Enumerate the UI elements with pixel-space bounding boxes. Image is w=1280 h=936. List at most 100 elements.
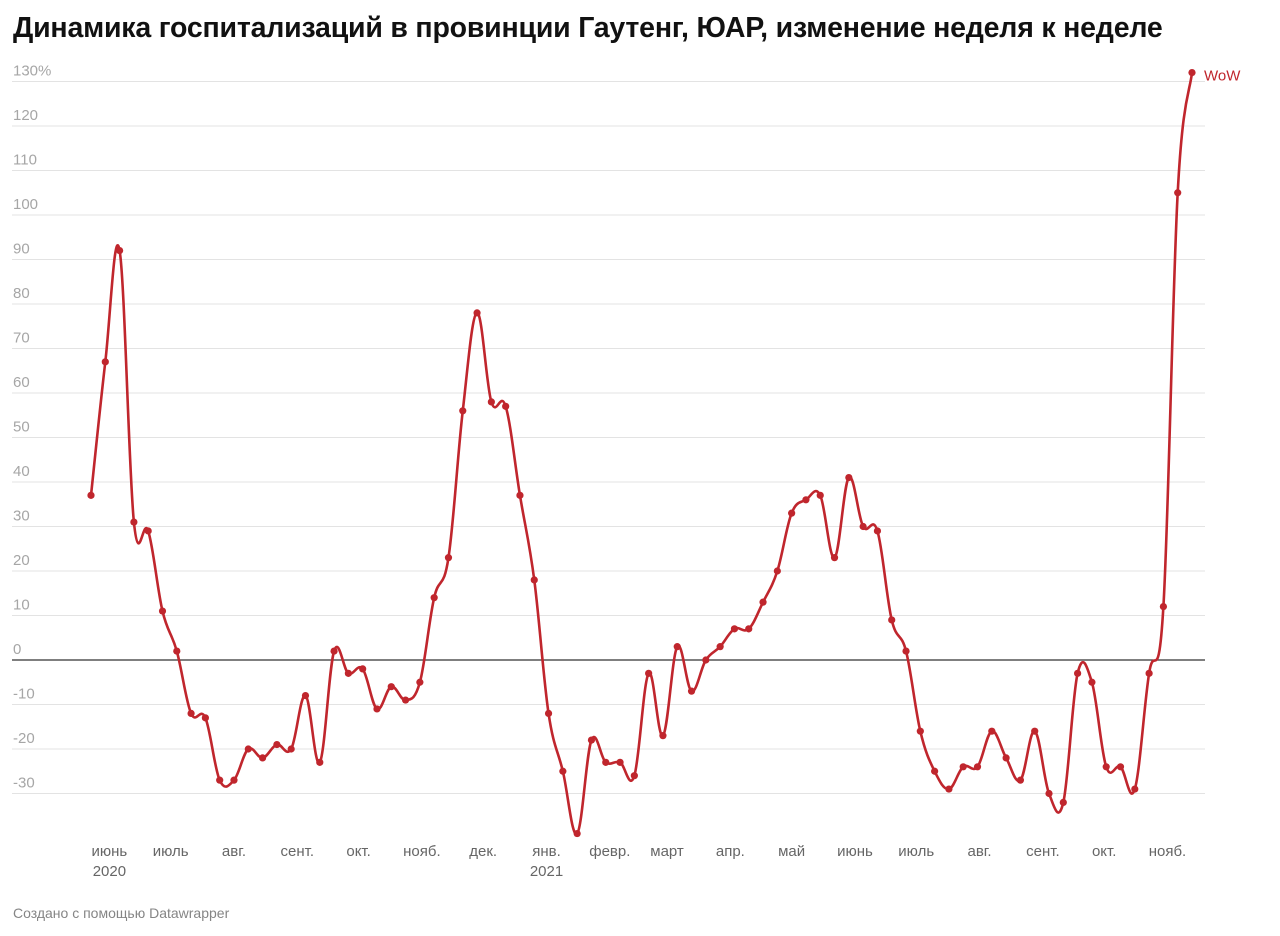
data-point: [616, 758, 624, 766]
grid-lines: [12, 81, 1205, 794]
data-point: [1159, 603, 1168, 611]
data-point: [516, 491, 524, 499]
data-point: [645, 669, 653, 677]
data-point: [602, 758, 610, 766]
data-point: [287, 745, 295, 753]
data-point: [773, 567, 781, 575]
series-label-wow: WoW: [1204, 68, 1241, 85]
chart-title: Динамика госпитализаций в провинции Гаут…: [13, 12, 1163, 44]
data-point: [931, 767, 939, 775]
data-point: [802, 496, 810, 504]
data-point: [216, 776, 224, 784]
x-tick-label: май: [778, 843, 805, 860]
y-tick-label: 40: [13, 463, 30, 480]
y-tick-label: 0: [13, 641, 21, 658]
data-point: [759, 598, 767, 606]
data-point: [502, 402, 510, 410]
data-points: [87, 69, 1196, 838]
data-point: [230, 776, 238, 784]
data-point: [788, 509, 796, 517]
x-tick-label: окт.: [1092, 843, 1116, 860]
data-point: [301, 692, 310, 700]
x-tick-label: нояб.: [403, 843, 441, 860]
data-point: [487, 398, 495, 406]
data-point: [1188, 69, 1196, 77]
data-point: [258, 754, 267, 762]
data-point: [316, 758, 324, 766]
y-tick-label: 130%: [13, 63, 51, 80]
x-tick-label: июнь: [837, 843, 873, 860]
data-point: [416, 678, 424, 686]
y-tick-label: -10: [13, 686, 35, 703]
data-point: [730, 625, 739, 633]
data-point: [101, 358, 109, 366]
x-axis-tick-labels: июнь 2020 июль авг. сент. окт. нояб. дек. янв. 20…: [92, 843, 1187, 880]
data-point: [1131, 785, 1139, 793]
x-tick-label: авг.: [967, 843, 991, 860]
data-point: [687, 687, 696, 695]
data-point: [1002, 754, 1010, 762]
x-tick-label: авг.: [222, 843, 246, 860]
x-tick-year-label: 2020: [93, 863, 126, 880]
x-tick-label: февр.: [589, 843, 630, 860]
y-tick-label: 70: [13, 330, 30, 347]
y-axis-tick-labels: 130%1201101009080706050403020100-10-20-3…: [13, 63, 51, 792]
x-tick-year-label: 2021: [530, 863, 563, 880]
data-point: [1088, 678, 1096, 686]
data-point: [187, 709, 195, 718]
data-point: [916, 727, 924, 735]
x-tick-label: март: [650, 843, 684, 860]
data-point: [873, 527, 882, 535]
data-point: [659, 732, 667, 740]
data-point: [988, 727, 996, 735]
data-point: [1045, 789, 1053, 798]
y-tick-label: 90: [13, 241, 30, 258]
data-point: [444, 554, 453, 562]
y-tick-label: 100: [13, 196, 38, 213]
y-tick-label: 10: [13, 597, 30, 614]
y-tick-label: -30: [13, 775, 35, 792]
data-point: [816, 491, 824, 499]
data-point: [902, 647, 910, 655]
data-point: [144, 527, 152, 535]
data-point: [587, 736, 596, 744]
data-point: [201, 714, 209, 722]
y-tick-label: 20: [13, 552, 30, 569]
data-point: [702, 656, 710, 664]
data-point: [830, 554, 839, 562]
x-tick-label: апр.: [716, 843, 745, 860]
x-tick-label: янв.: [532, 843, 561, 860]
data-point: [1174, 189, 1182, 197]
x-tick-label: сент.: [1026, 843, 1060, 860]
data-point: [745, 625, 753, 633]
data-point: [359, 665, 367, 673]
y-tick-label: 120: [13, 107, 38, 124]
data-point: [530, 576, 538, 584]
data-point: [1031, 727, 1039, 735]
data-point: [115, 247, 124, 255]
data-point: [130, 518, 138, 526]
data-point: [273, 740, 281, 749]
x-tick-label: окт.: [346, 843, 370, 860]
y-tick-label: 60: [13, 374, 30, 391]
data-point: [973, 763, 982, 771]
data-point: [387, 683, 395, 691]
data-point: [544, 709, 553, 718]
data-point: [473, 309, 481, 317]
y-tick-label: 110: [13, 152, 37, 169]
series-line-wow: [89, 71, 1194, 835]
data-point: [1074, 669, 1082, 677]
x-tick-label: июль: [153, 843, 189, 860]
data-point: [959, 763, 967, 771]
data-point: [459, 407, 467, 415]
x-tick-label: дек.: [469, 843, 497, 860]
data-point: [630, 772, 638, 780]
x-tick-label: сент.: [281, 843, 315, 860]
data-point: [330, 647, 338, 655]
data-point: [845, 473, 853, 482]
data-point: [1102, 763, 1110, 771]
y-tick-label: 50: [13, 419, 30, 436]
x-tick-label: нояб.: [1149, 843, 1187, 860]
data-point: [1059, 798, 1067, 807]
